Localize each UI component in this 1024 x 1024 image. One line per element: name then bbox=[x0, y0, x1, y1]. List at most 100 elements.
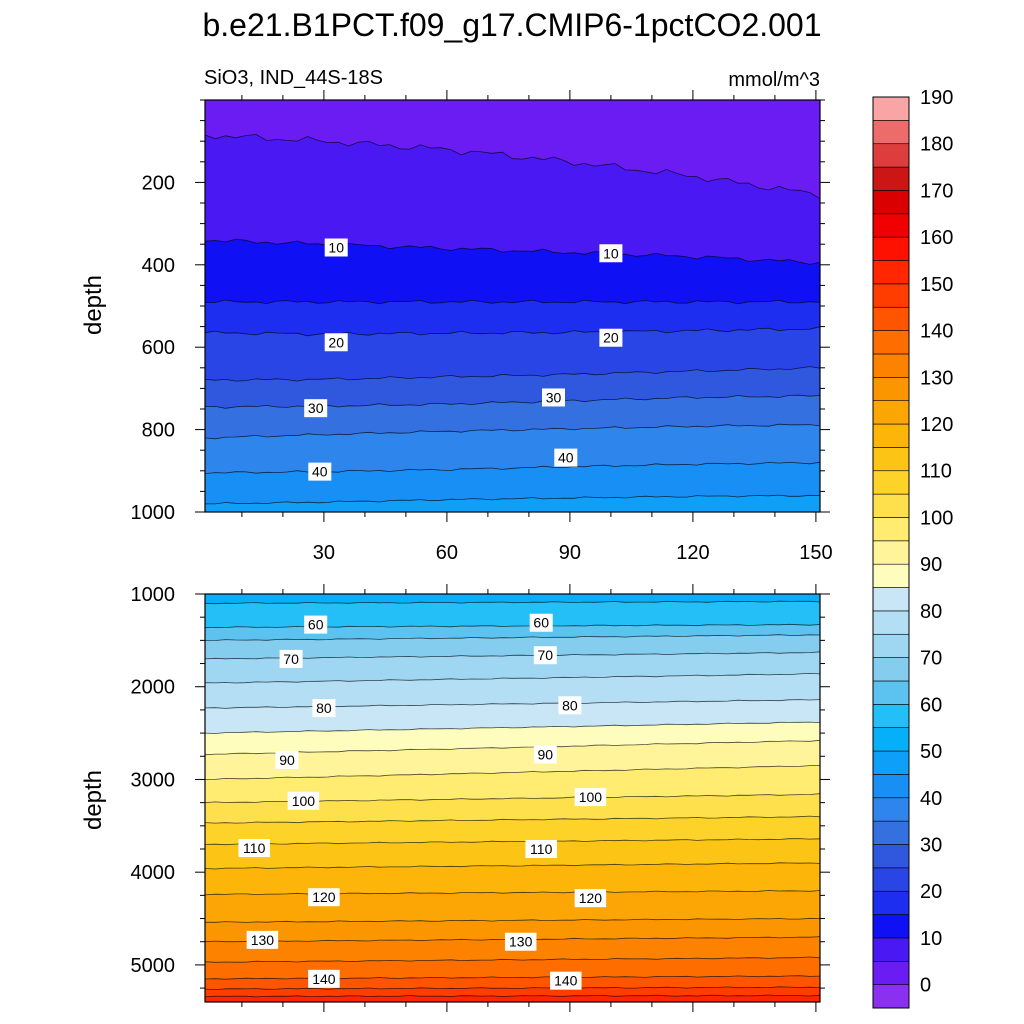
colorbar-segment bbox=[872, 960, 910, 985]
contour-band bbox=[205, 424, 820, 474]
contour-label-box bbox=[533, 745, 557, 764]
colorbar-segment bbox=[872, 633, 910, 658]
contour-label-text: 130 bbox=[509, 934, 533, 950]
colorbar-segment bbox=[872, 984, 910, 1009]
colorbar-tick-label: 190 bbox=[920, 87, 953, 109]
upper-depth-panel: 10 10 20 20 30 30 40 40 200 400 600 800 1000 30 60 90 12… bbox=[80, 90, 833, 564]
contour-band bbox=[205, 495, 820, 512]
contour-label-text: 40 bbox=[312, 464, 328, 480]
colorbar-segment bbox=[872, 306, 910, 331]
contour-line bbox=[205, 299, 820, 305]
contour-label: 130 bbox=[246, 930, 279, 949]
contour-band bbox=[205, 816, 820, 845]
colorbar-segment bbox=[872, 610, 910, 635]
colorbar-tick-label: 120 bbox=[920, 414, 953, 436]
y-axis-label: depth bbox=[80, 770, 107, 830]
contour-label-text: 100 bbox=[292, 793, 316, 809]
contour-line bbox=[205, 651, 820, 660]
y-tick-label: 2000 bbox=[131, 677, 176, 699]
colorbar-segment bbox=[872, 704, 910, 728]
contour-line bbox=[205, 862, 820, 870]
contour-band bbox=[205, 838, 820, 869]
contour-field: 60 60 70 70 80 80 90 90 100 100 110 110 120 120 130 130… bbox=[205, 594, 820, 1002]
colorbar-segment bbox=[872, 844, 910, 869]
contour-line bbox=[205, 366, 820, 382]
plot-frame bbox=[204, 593, 821, 1003]
colorbar-tick-label: 60 bbox=[920, 694, 942, 716]
units-subtitle: mmol/m^3 bbox=[728, 69, 820, 91]
colorbar-tick-label: 30 bbox=[920, 834, 942, 856]
contour-label-box bbox=[504, 932, 537, 951]
contour-line bbox=[205, 838, 820, 846]
contour-label: 70 bbox=[533, 646, 557, 665]
x-tick-label: 90 bbox=[559, 542, 581, 564]
colorbar-tick-label: 20 bbox=[920, 881, 942, 903]
contour-line bbox=[205, 461, 820, 474]
contour-label-text: 80 bbox=[562, 697, 578, 713]
contour-label-box bbox=[279, 649, 303, 668]
variable-region-subtitle: SiO3, IND_44S-18S bbox=[204, 67, 383, 89]
colorbar-segment bbox=[872, 517, 910, 542]
contour-band bbox=[205, 765, 820, 803]
contour-label-box bbox=[574, 889, 607, 908]
contour-label-box bbox=[312, 699, 336, 718]
contour-label: 30 bbox=[542, 388, 565, 407]
colorbar-segment bbox=[872, 353, 910, 378]
contour-field: 10 10 20 20 30 30 40 40 bbox=[205, 100, 820, 512]
contour-label-box bbox=[246, 930, 279, 949]
colorbar-tick-label: 40 bbox=[920, 788, 942, 810]
contour-line bbox=[205, 917, 820, 923]
colorbar-segment bbox=[872, 423, 910, 448]
contour-label: 60 bbox=[529, 613, 553, 632]
contour-label-text: 30 bbox=[546, 389, 562, 405]
contour-label: 130 bbox=[504, 932, 537, 951]
colorbar-segment bbox=[872, 400, 910, 425]
colorbar-tick-label: 160 bbox=[920, 227, 953, 249]
contour-label-box bbox=[304, 399, 328, 418]
colorbar-segment bbox=[872, 540, 910, 565]
contour-line bbox=[205, 634, 820, 641]
contour-label: 60 bbox=[304, 615, 328, 634]
colorbar-tick-label: 70 bbox=[920, 648, 942, 670]
y-tick-label: 5000 bbox=[131, 955, 176, 977]
chart-title: b.e21.B1PCT.f09_g17.CMIP6-1pctCO2.001 bbox=[202, 7, 821, 43]
colorbar-segment bbox=[872, 96, 910, 121]
axis-ticks bbox=[195, 584, 830, 1012]
contour-label-text: 10 bbox=[328, 239, 344, 255]
contour-line bbox=[205, 765, 820, 780]
contour-band bbox=[205, 740, 820, 780]
colorbar-segment bbox=[872, 190, 910, 215]
contour-band bbox=[205, 300, 820, 336]
y-tick-label: 800 bbox=[142, 420, 175, 442]
colorbar-tick-label: 80 bbox=[920, 601, 942, 623]
contour-label-box bbox=[324, 333, 348, 352]
contour-line bbox=[205, 721, 820, 734]
contour-label-text: 20 bbox=[603, 330, 619, 346]
contour-label-box bbox=[599, 244, 623, 263]
contour-label: 20 bbox=[599, 328, 623, 347]
contour-label-text: 30 bbox=[308, 400, 324, 416]
contour-label-text: 140 bbox=[554, 973, 578, 989]
contour-label: 40 bbox=[554, 448, 578, 467]
contour-label-text: 10 bbox=[603, 245, 619, 261]
x-tick-label: 30 bbox=[313, 542, 335, 564]
contour-band bbox=[205, 134, 820, 265]
y-axis-label: depth bbox=[80, 275, 107, 335]
contour-band bbox=[205, 986, 820, 997]
colorbar-tick-label: 180 bbox=[920, 134, 953, 156]
contour-line bbox=[205, 739, 820, 756]
colorbar-segment bbox=[872, 143, 910, 168]
colorbar-tick-label: 170 bbox=[920, 180, 953, 202]
colorbar-tick-label: 10 bbox=[920, 928, 942, 950]
contour-line bbox=[205, 672, 820, 684]
contour-label: 80 bbox=[558, 696, 582, 715]
contour-label: 100 bbox=[574, 788, 607, 807]
contour-band bbox=[205, 366, 820, 409]
y-tick-label: 3000 bbox=[131, 769, 176, 791]
colorbar-segment bbox=[872, 260, 910, 285]
contour-label: 30 bbox=[304, 399, 328, 418]
contour-label-text: 130 bbox=[251, 932, 275, 948]
colorbar-segment bbox=[872, 587, 910, 612]
contour-line bbox=[205, 134, 820, 200]
